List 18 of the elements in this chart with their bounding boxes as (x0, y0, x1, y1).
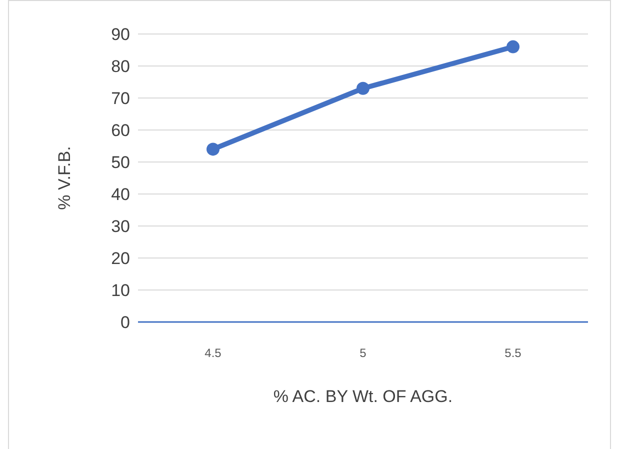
y-tick-label: 0 (120, 312, 130, 332)
point (356, 82, 370, 95)
y-tick-label: 20 (111, 248, 130, 268)
x-tick-label: 4.5 (204, 346, 222, 360)
point (506, 40, 520, 54)
x-axis-title: % AC. BY Wt. OF AGG. (273, 387, 453, 406)
x-tick-label: 5.5 (504, 346, 522, 360)
y-tick-label: 30 (111, 216, 130, 236)
y-tick-label: 50 (111, 152, 130, 172)
y-axis-title: % V.F.B. (55, 146, 74, 210)
y-tick-label: 70 (111, 88, 130, 108)
y-tick-label: 60 (111, 120, 130, 140)
point (206, 142, 220, 156)
x-tick-label: 5 (360, 346, 367, 360)
y-tick-label: 90 (111, 24, 130, 44)
y-tick-label: 40 (111, 184, 130, 204)
y-tick-label: 80 (111, 56, 130, 76)
y-tick-label: 10 (111, 280, 130, 300)
